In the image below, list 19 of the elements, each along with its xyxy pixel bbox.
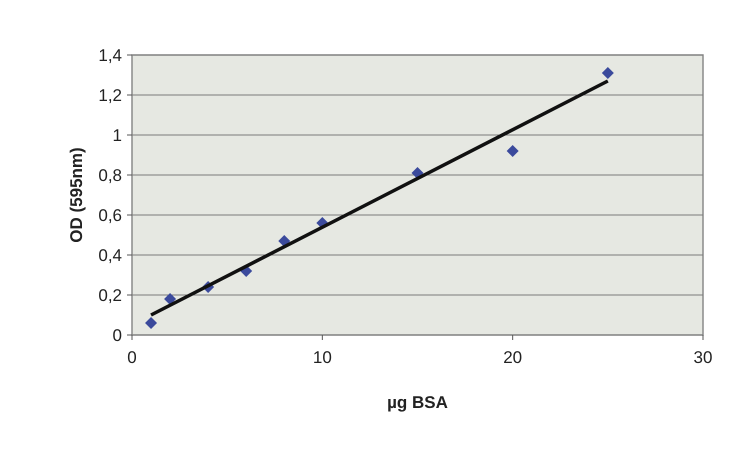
point: [602, 67, 614, 79]
y-axis-title: OD (595nm): [67, 147, 86, 243]
x-tick-label: 30: [694, 348, 712, 367]
point: [145, 317, 158, 329]
y-tick-label: 0,6: [98, 206, 122, 225]
y-tick-label: 1,4: [98, 46, 122, 65]
y-tick-label: 0,2: [98, 286, 122, 305]
point: [164, 293, 176, 305]
x-tick-label: 20: [503, 348, 522, 367]
y-tick-label: 1,2: [98, 86, 122, 105]
x-tick-label: 10: [312, 348, 332, 367]
x-axis-title: µg BSA: [387, 393, 448, 412]
y-tick-label: 0,8: [98, 166, 122, 185]
x-tick-label: 0: [127, 348, 137, 367]
y-tick-label: 0: [112, 326, 122, 345]
point: [506, 145, 519, 157]
y-tick-label: 1: [112, 126, 122, 145]
y-tick-label: 0,4: [98, 246, 122, 265]
point: [278, 235, 290, 247]
